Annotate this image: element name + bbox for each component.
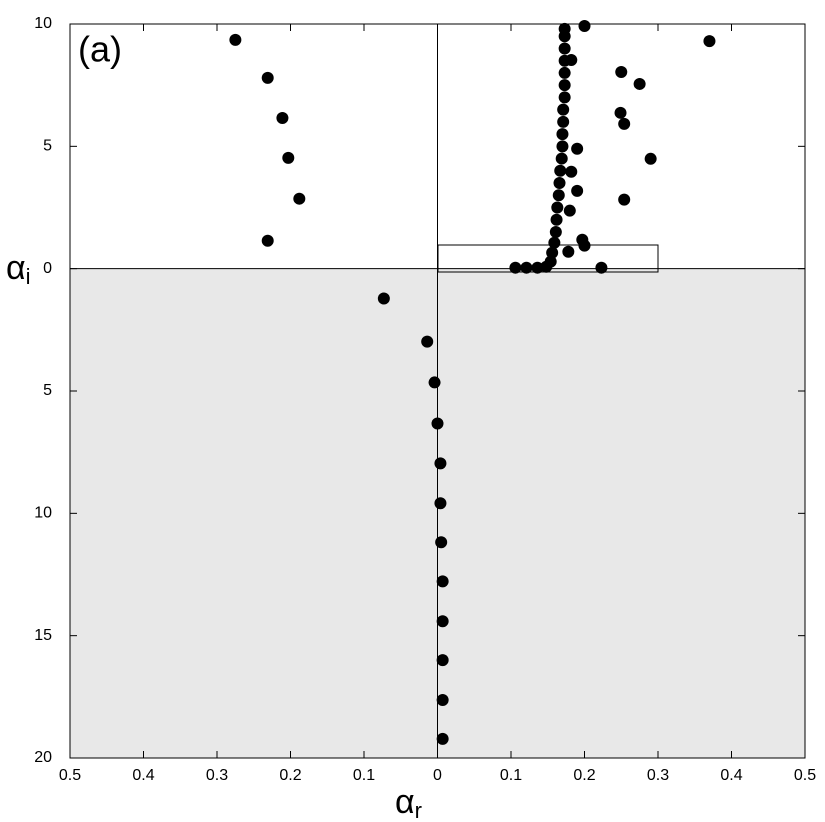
x-tick-label: 0.1 xyxy=(353,767,375,784)
point xyxy=(436,654,449,667)
point xyxy=(548,236,561,249)
point xyxy=(436,694,449,707)
point xyxy=(618,117,631,130)
point xyxy=(615,65,628,78)
point xyxy=(563,204,576,217)
x-tick-label: 0.4 xyxy=(720,767,742,784)
y-axis-label-sub: i xyxy=(26,264,31,289)
point xyxy=(509,261,522,274)
point xyxy=(282,151,295,164)
point xyxy=(436,575,449,588)
point xyxy=(549,225,562,238)
point xyxy=(261,234,274,247)
y-tick-label: 20 xyxy=(34,749,52,766)
point xyxy=(229,33,242,46)
x-tick-label: 0 xyxy=(433,767,442,784)
point xyxy=(531,261,544,274)
point xyxy=(565,165,578,178)
point xyxy=(644,152,657,165)
y-axis-label-base: α xyxy=(6,249,26,287)
point xyxy=(544,255,557,268)
point xyxy=(552,189,565,202)
point xyxy=(556,128,569,141)
point xyxy=(550,213,563,226)
point xyxy=(436,732,449,745)
point xyxy=(557,115,570,128)
x-tick-label: 0.2 xyxy=(279,767,301,784)
point xyxy=(558,42,571,55)
point xyxy=(556,140,569,153)
point xyxy=(614,106,627,119)
point xyxy=(520,261,533,274)
point xyxy=(558,91,571,104)
point xyxy=(434,497,447,510)
y-tick-label: 0 xyxy=(43,260,52,277)
point xyxy=(595,261,608,274)
y-tick-label: 15 xyxy=(34,627,52,644)
panel-label: (a) xyxy=(78,29,122,70)
point xyxy=(428,376,441,389)
point xyxy=(431,417,444,430)
point xyxy=(558,79,571,92)
point xyxy=(558,66,571,79)
point xyxy=(293,192,306,205)
x-axis-label-base: α xyxy=(395,783,415,821)
point xyxy=(261,71,274,84)
x-tick-label: 0.3 xyxy=(647,767,669,784)
x-axis-label-sub: r xyxy=(415,798,422,822)
point xyxy=(546,246,559,259)
point xyxy=(571,142,584,155)
point xyxy=(633,77,646,90)
x-tick-label: 0.2 xyxy=(573,767,595,784)
point xyxy=(276,111,289,124)
y-tick-label: 5 xyxy=(43,382,52,399)
point xyxy=(377,292,390,305)
x-axis-label: αr xyxy=(395,783,422,822)
point xyxy=(557,103,570,116)
point xyxy=(421,335,434,348)
y-tick-label: 10 xyxy=(34,15,52,32)
x-tick-label: 0.4 xyxy=(132,767,154,784)
point xyxy=(434,457,447,470)
point xyxy=(618,193,631,206)
x-tick-label: 0.5 xyxy=(59,767,81,784)
point xyxy=(551,201,564,214)
y-axis-label: αi xyxy=(6,249,31,289)
point xyxy=(703,35,716,48)
point xyxy=(555,152,568,165)
point xyxy=(562,245,575,258)
y-tick-label: 10 xyxy=(34,505,52,522)
point xyxy=(558,22,571,35)
point xyxy=(436,615,449,628)
plot-frame xyxy=(69,23,806,759)
x-tick-label: 0.5 xyxy=(794,767,816,784)
point xyxy=(565,53,578,66)
point xyxy=(578,239,591,252)
point xyxy=(553,177,566,190)
point xyxy=(578,19,591,32)
x-tick-label: 0.1 xyxy=(500,767,522,784)
y-tick-label: 5 xyxy=(43,138,52,155)
x-tick-label: 0.3 xyxy=(206,767,228,784)
point xyxy=(554,164,567,177)
point xyxy=(571,184,584,197)
point xyxy=(435,536,448,549)
